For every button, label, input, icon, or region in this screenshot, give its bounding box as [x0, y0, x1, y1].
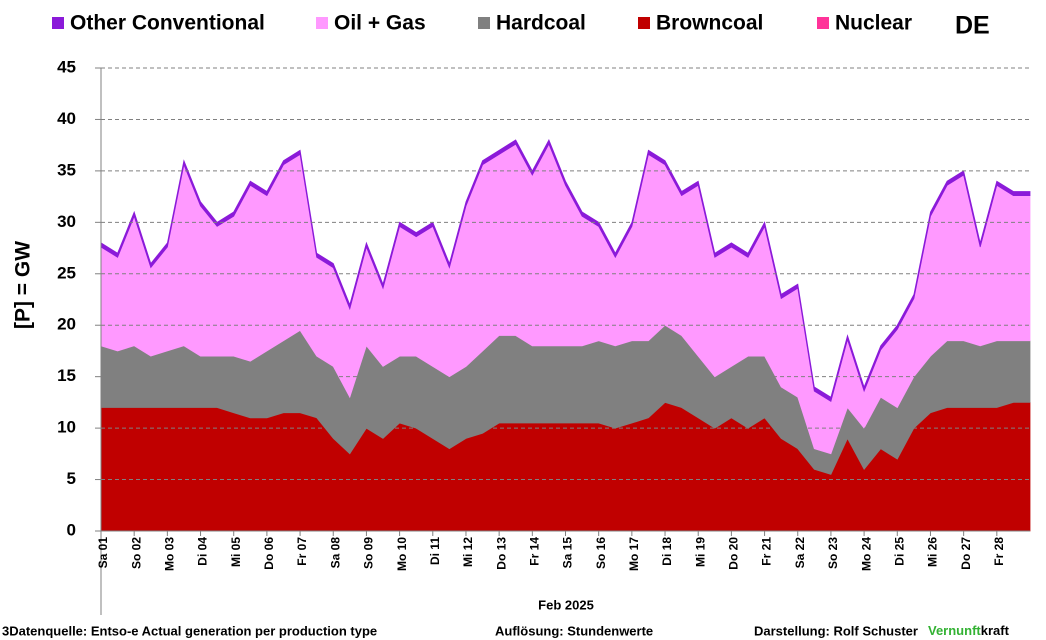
legend-swatch	[817, 17, 829, 29]
x-tick-label: Do 13	[494, 537, 508, 570]
x-tick-label: Fr 07	[295, 537, 309, 566]
y-tick-label: 30	[57, 212, 76, 231]
legend-label: Other Conventional	[70, 12, 265, 35]
y-tick-label: 45	[57, 57, 76, 76]
x-tick-label: So 02	[129, 537, 143, 569]
legend-label: Browncoal	[656, 12, 763, 35]
x-axis-label: Feb 2025	[538, 597, 594, 612]
x-tick-label: Di 11	[428, 537, 442, 565]
brand-part: kraft	[981, 623, 1010, 638]
x-tick-label: Mo 03	[163, 537, 177, 571]
legend-label: Oil + Gas	[334, 12, 426, 35]
area	[100, 139, 1031, 403]
x-tick-label: Do 20	[727, 537, 741, 570]
x-tick-label: Di 25	[892, 537, 906, 566]
x-tick-label: Di 18	[660, 537, 674, 566]
x-tick-label: Mo 10	[395, 537, 409, 571]
x-tick-label: Fr 14	[527, 537, 541, 566]
x-tick-label: Mo 17	[627, 537, 641, 571]
x-tick-label: Do 06	[262, 537, 276, 570]
x-tick-label: Fr 21	[760, 537, 774, 566]
y-tick-label: 25	[57, 263, 76, 282]
x-tick-label: Mi 12	[461, 537, 475, 567]
x-tick-label: So 23	[826, 537, 840, 569]
legend-label: Nuclear	[835, 12, 912, 35]
legend-swatch	[52, 17, 64, 29]
footer-resolution: Auflösung: Stundenwerte	[495, 623, 653, 638]
footer-author: Darstellung: Rolf Schuster	[754, 623, 918, 638]
x-tick-label: Fr 28	[992, 537, 1006, 566]
x-tick-label: Di 04	[196, 537, 210, 566]
y-tick-label: 20	[57, 315, 76, 334]
x-tick-label: Mi 19	[693, 537, 707, 567]
y-tick-label: 15	[57, 366, 76, 385]
y-tick-label: 5	[67, 469, 76, 488]
legend-swatch	[478, 17, 490, 29]
x-tick-label: Sa 01	[96, 537, 110, 569]
legend-swatch	[316, 17, 328, 29]
y-tick-label: 35	[57, 160, 76, 179]
y-tick-label: 40	[57, 109, 76, 128]
brand-part: Vernunft	[928, 623, 981, 638]
x-tick-label: Mo 24	[859, 537, 873, 571]
x-tick-label: So 16	[594, 537, 608, 569]
y-axis-label: [P] = GW	[12, 241, 35, 329]
x-tick-label: Mi 05	[229, 537, 243, 567]
x-tick-label: Mi 26	[926, 537, 940, 567]
x-tick-label: Sa 15	[561, 537, 575, 569]
footer-brand: Vernunftkraft	[928, 623, 1010, 638]
legend-label: Hardcoal	[496, 12, 586, 35]
y-tick-label: 0	[67, 520, 76, 539]
x-tick-label: Do 27	[959, 537, 973, 570]
x-tick-label: Sa 08	[328, 537, 342, 569]
footer-source: 3Datenquelle: Entso-e Actual generation …	[2, 623, 377, 638]
x-tick-label: Sa 22	[793, 537, 807, 569]
y-tick-label: 10	[57, 418, 76, 437]
legend-swatch	[638, 17, 650, 29]
x-tick-label: So 09	[362, 537, 376, 569]
annotation: DE	[955, 12, 990, 40]
